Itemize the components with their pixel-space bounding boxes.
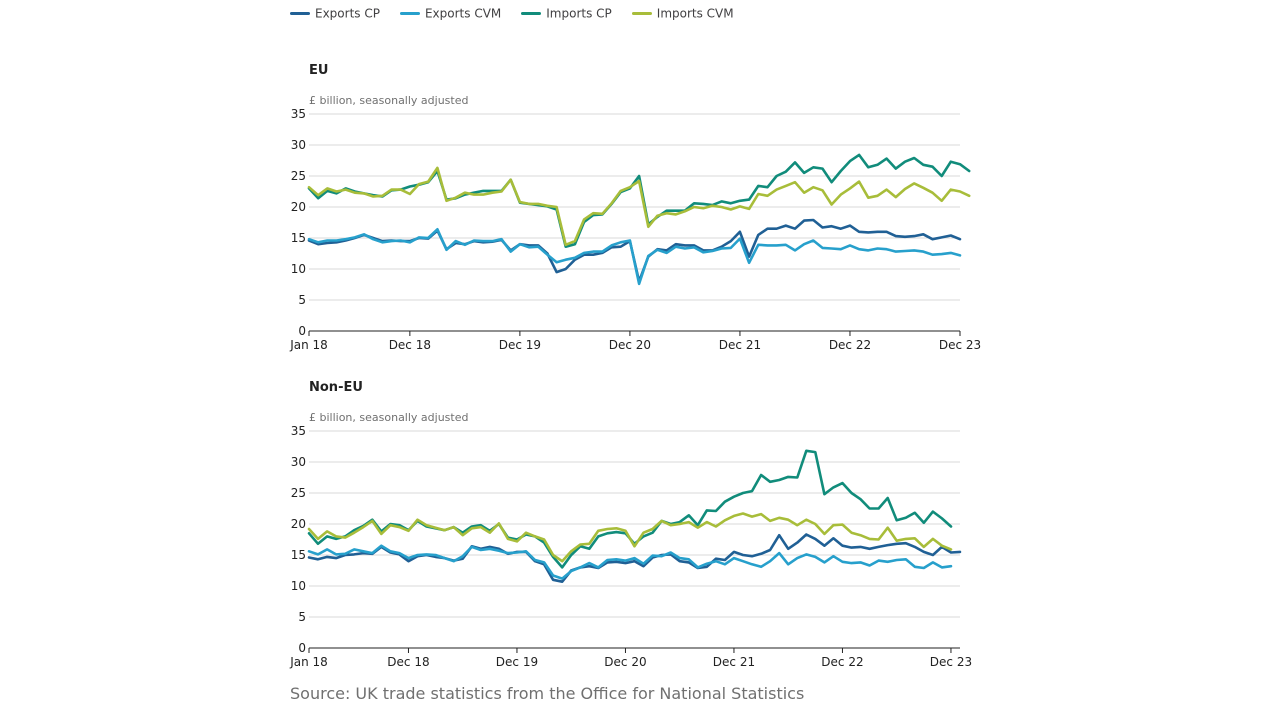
chart-subtitle: £ billion, seasonally adjusted [309, 94, 468, 107]
x-tick-label: Dec 19 [499, 338, 541, 352]
x-tick-label: Dec 19 [496, 655, 538, 669]
y-tick-label: 30 [291, 455, 306, 469]
legend-label: Exports CVM [424, 6, 502, 21]
legend-swatch [399, 12, 420, 16]
x-tick-label: Dec 18 [389, 338, 431, 352]
chart-title: Non-EU [309, 380, 363, 395]
y-tick-label: 5 [298, 610, 306, 624]
chart-title: EU [309, 63, 328, 78]
series-line-imports-cvm [307, 166, 971, 247]
y-tick-label: 35 [291, 107, 306, 121]
x-tick-label: Dec 23 [939, 338, 981, 352]
y-tick-label: 20 [291, 200, 306, 214]
y-tick-label: 15 [291, 548, 306, 562]
x-tick-label: Dec 20 [609, 338, 651, 352]
y-tick-label: 25 [291, 169, 306, 183]
legend-swatch [631, 12, 652, 16]
legend-item: Exports CP [290, 6, 380, 21]
series-line-imports-cp [307, 449, 953, 569]
y-tick-label: 35 [291, 424, 306, 438]
x-tick-label: Dec 18 [387, 655, 429, 669]
x-tick-label: Dec 21 [719, 338, 761, 352]
series-line-imports-cvm [307, 512, 953, 563]
x-tick-label: Dec 22 [821, 655, 863, 669]
y-tick-label: 10 [291, 579, 306, 593]
y-tick-label: 0 [298, 641, 306, 655]
charts-canvas: EU £ billion, seasonally adjusted 0 5 10 15 20… [289, 63, 981, 669]
legend-swatch [290, 12, 310, 16]
legend-item: Imports CP [521, 6, 612, 21]
series-line-exports-cvm [307, 228, 962, 286]
x-tick-label: Jan 18 [289, 338, 328, 352]
y-tick-label: 0 [298, 324, 306, 338]
legend-item: Imports CVM [631, 6, 734, 21]
y-tick-label: 15 [291, 231, 306, 245]
y-tick-label: 30 [291, 138, 306, 152]
x-tick-label: Dec 22 [829, 338, 871, 352]
series-line-exports-cvm [307, 544, 953, 580]
legend-label: Imports CVM [656, 6, 734, 21]
x-tick-label: Dec 20 [604, 655, 646, 669]
legend-item: Exports CVM [399, 6, 502, 21]
y-tick-label: 25 [291, 486, 306, 500]
x-tick-label: Dec 23 [930, 655, 972, 669]
y-tick-label: 20 [291, 517, 306, 531]
y-tick-label: 5 [298, 293, 306, 307]
y-tick-label: 10 [291, 262, 306, 276]
legend-label: Imports CP [546, 6, 612, 21]
legend-label: Exports CP [315, 6, 380, 21]
chart-legend: Exports CP Exports CVM Imports CP Imports C… [290, 6, 754, 24]
x-tick-label: Dec 21 [713, 655, 755, 669]
x-tick-label: Jan 18 [289, 655, 328, 669]
legend-swatch [521, 12, 542, 16]
chart-subtitle: £ billion, seasonally adjusted [309, 411, 468, 424]
source-note: Source: UK trade statistics from the Off… [290, 684, 805, 703]
